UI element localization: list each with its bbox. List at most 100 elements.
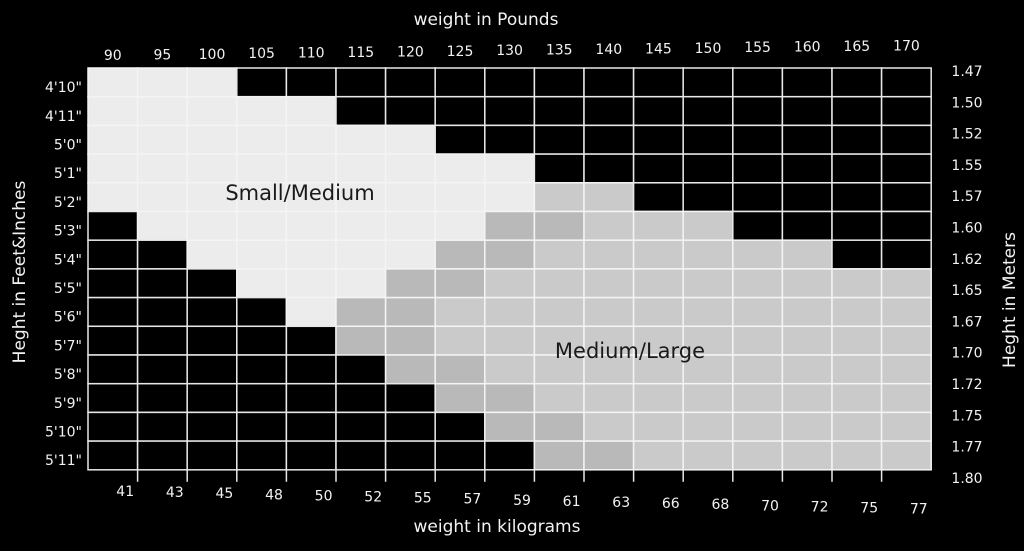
cell xyxy=(781,210,833,241)
cell xyxy=(87,354,139,385)
cell xyxy=(880,182,932,213)
height-ft-label: 5'1" xyxy=(54,166,82,182)
cell xyxy=(484,182,536,213)
cell xyxy=(136,239,188,270)
cell xyxy=(87,182,139,213)
cell xyxy=(583,67,635,98)
cell xyxy=(533,440,585,471)
height-m-label: 1.80 xyxy=(951,471,982,487)
cell xyxy=(236,382,288,414)
cell xyxy=(484,296,536,328)
cell xyxy=(781,296,833,328)
pound-label: 100 xyxy=(199,47,226,63)
cell xyxy=(632,210,684,241)
height-m-label: 1.52 xyxy=(951,127,982,143)
cell xyxy=(533,153,585,184)
kilogram-label: 43 xyxy=(166,485,184,501)
cell xyxy=(87,67,139,98)
cell xyxy=(880,153,932,184)
cell xyxy=(781,153,833,184)
height-m-label: 1.65 xyxy=(951,283,982,299)
cell xyxy=(384,210,436,241)
cell xyxy=(484,382,536,414)
cell xyxy=(632,440,684,471)
cell xyxy=(732,411,784,442)
cell xyxy=(285,411,337,442)
height-ft-label: 5'6" xyxy=(54,310,82,326)
cell xyxy=(533,268,585,299)
kilogram-label: 52 xyxy=(364,490,382,506)
cell xyxy=(87,411,139,442)
cell xyxy=(732,67,784,98)
cell xyxy=(583,440,635,471)
cell xyxy=(880,296,932,328)
kilogram-label: 68 xyxy=(711,497,729,513)
cell xyxy=(384,325,436,356)
cell xyxy=(285,268,337,299)
cell xyxy=(434,67,486,98)
cell xyxy=(533,124,585,155)
cell xyxy=(484,124,536,155)
cell xyxy=(136,268,188,299)
cell xyxy=(87,95,139,127)
cell xyxy=(583,411,635,442)
height-ft-label: 5'7" xyxy=(54,338,82,354)
height-ft-label: 5'3" xyxy=(54,224,82,240)
pound-label: 90 xyxy=(104,48,122,64)
pound-label: 125 xyxy=(447,44,474,60)
cell xyxy=(87,325,139,356)
cell xyxy=(335,153,387,184)
cell xyxy=(384,153,436,184)
cell xyxy=(732,153,784,184)
kilogram-label: 50 xyxy=(315,488,333,504)
cell xyxy=(732,382,784,414)
cell xyxy=(781,354,833,385)
cell xyxy=(484,210,536,241)
cell xyxy=(831,325,883,356)
cell xyxy=(732,95,784,127)
cell xyxy=(682,296,734,328)
cell xyxy=(434,411,486,442)
cell xyxy=(285,95,337,127)
cell xyxy=(583,354,635,385)
cell xyxy=(136,153,188,184)
cell xyxy=(682,325,734,356)
cell xyxy=(533,67,585,98)
cell xyxy=(880,382,932,414)
cell xyxy=(87,153,139,184)
cell xyxy=(583,153,635,184)
cell xyxy=(87,382,139,414)
cell xyxy=(632,124,684,155)
cell xyxy=(186,354,238,385)
cell xyxy=(384,95,436,127)
cell xyxy=(285,239,337,270)
region-label: Small/Medium xyxy=(225,181,374,205)
cell xyxy=(186,325,238,356)
cell xyxy=(583,124,635,155)
cell xyxy=(136,210,188,241)
cell xyxy=(236,239,288,270)
cell xyxy=(781,124,833,155)
cell xyxy=(484,325,536,356)
height-ft-label: 5'8" xyxy=(54,367,82,383)
height-ft-label: 5'10" xyxy=(45,424,82,440)
cell xyxy=(236,95,288,127)
cell xyxy=(583,382,635,414)
cell xyxy=(136,382,188,414)
cell xyxy=(831,354,883,385)
cell xyxy=(880,440,932,471)
cell xyxy=(583,182,635,213)
cell xyxy=(484,153,536,184)
cell xyxy=(732,325,784,356)
height-ft-label: 4'11" xyxy=(45,109,82,125)
kilogram-label: 72 xyxy=(811,499,829,515)
cell xyxy=(434,182,486,213)
cell xyxy=(831,182,883,213)
kilogram-label: 66 xyxy=(662,496,680,512)
cell xyxy=(831,411,883,442)
cell xyxy=(236,411,288,442)
cell xyxy=(236,268,288,299)
cell xyxy=(236,354,288,385)
cell xyxy=(186,95,238,127)
cell xyxy=(384,239,436,270)
